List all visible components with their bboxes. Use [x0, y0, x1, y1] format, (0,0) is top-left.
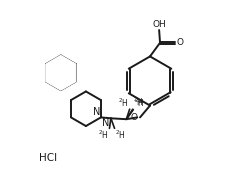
Text: $^{2}$H: $^{2}$H — [134, 97, 144, 109]
Text: $^{2}$H: $^{2}$H — [118, 96, 129, 109]
Text: OH: OH — [152, 20, 166, 29]
Text: $^{2}$H: $^{2}$H — [133, 96, 144, 108]
Text: N: N — [102, 118, 109, 128]
Polygon shape — [46, 56, 76, 90]
Text: N: N — [93, 107, 100, 117]
Text: $^{2}$H: $^{2}$H — [115, 129, 126, 141]
Text: O: O — [131, 113, 138, 122]
Text: $^{2}$H: $^{2}$H — [98, 129, 109, 141]
Text: O: O — [176, 38, 183, 47]
Text: HCl: HCl — [39, 153, 57, 163]
